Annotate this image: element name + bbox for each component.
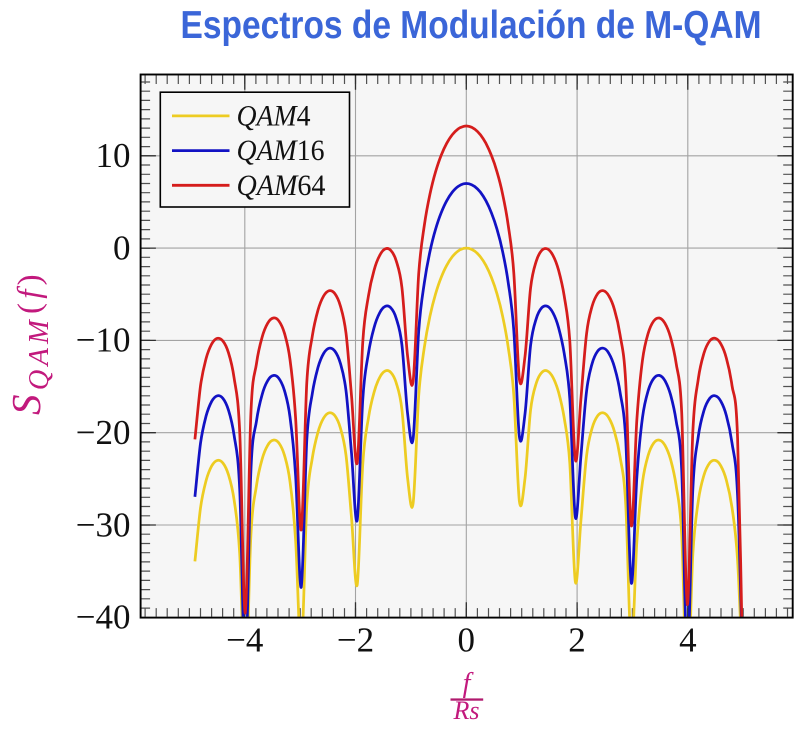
svg-text:4: 4 (679, 620, 697, 659)
svg-text:QAM16: QAM16 (237, 134, 325, 167)
svg-text:−20: −20 (76, 413, 131, 452)
svg-text:Rs: Rs (453, 696, 480, 725)
svg-text:Espectros de Modulación de M-Q: Espectros de Modulación de M-QAM (181, 4, 762, 47)
svg-text:−30: −30 (76, 505, 131, 544)
svg-text:2: 2 (568, 620, 586, 659)
svg-text:f: f (463, 668, 474, 699)
svg-text:SQAM(f): SQAM(f) (3, 270, 55, 415)
svg-text:−10: −10 (76, 321, 131, 360)
svg-text:QAM64: QAM64 (237, 169, 326, 202)
svg-text:−2: −2 (337, 620, 374, 659)
svg-text:10: 10 (96, 136, 131, 175)
svg-text:−40: −40 (76, 598, 131, 637)
svg-text:0: 0 (458, 620, 476, 659)
svg-text:0: 0 (113, 228, 131, 267)
svg-text:−4: −4 (226, 620, 263, 659)
svg-text:QAM4: QAM4 (237, 99, 311, 132)
